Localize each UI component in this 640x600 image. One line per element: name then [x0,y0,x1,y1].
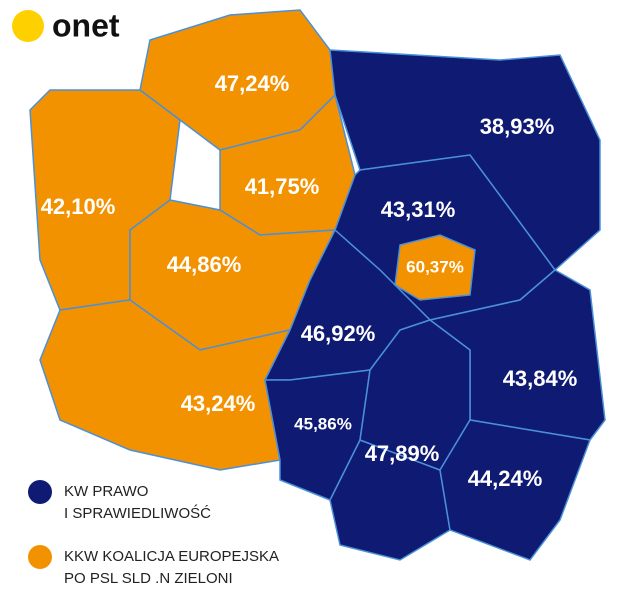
logo-text: onet [52,7,120,43]
region [439,419,592,561]
region-label: 38,93% [480,114,555,139]
legend-swatch [28,480,52,504]
region-label: 43,31% [381,197,456,222]
region [394,234,476,301]
region-label: 41,75% [245,174,320,199]
legend-swatch [28,545,52,569]
region [359,319,471,471]
region-label: 44,86% [167,252,242,277]
region-label: 47,89% [365,441,440,466]
region-label: 43,24% [181,391,256,416]
region-label: 47,24% [215,71,290,96]
legend-text: KKW KOALICJA EUROPEJSKA [64,548,279,565]
region-label: 45,86% [294,414,352,433]
region-label: 44,24% [468,466,543,491]
logo-icon [12,10,44,42]
region [264,369,371,501]
legend-text: I SPRAWIEDLIWOŚĆ [64,504,211,522]
region [329,49,601,272]
region-label: 43,84% [503,366,578,391]
region-label: 46,92% [301,321,376,346]
region-label: 42,10% [41,194,116,219]
region-label: 60,37% [406,257,464,276]
legend-text: PO PSL SLD .N ZIELONI [64,570,233,587]
legend-text: KW PRAWO [64,483,148,500]
